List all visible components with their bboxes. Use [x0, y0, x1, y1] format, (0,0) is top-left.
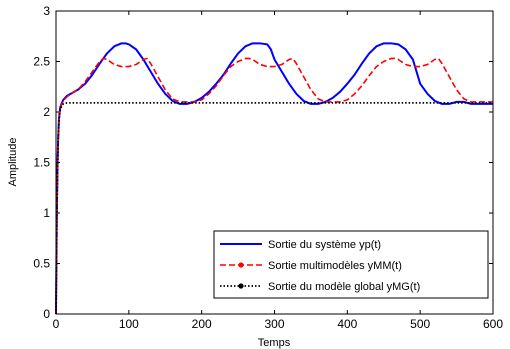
axis-ticks: 0 100 200 300 400 500 600 0 0.5 1 1.5 2 2.5 3: [33, 4, 503, 331]
y-axis-label: Amplitude: [7, 138, 19, 187]
series-line-0: [55, 42, 493, 315]
x-axis-label: Temps: [258, 337, 291, 349]
legend-label: Sortie du système yp(t): [268, 239, 381, 251]
x-tick-label: 300: [264, 317, 284, 331]
y-tick-label: 1.5: [33, 156, 50, 170]
x-tick-label: 0: [53, 317, 60, 331]
legend-marker: [238, 283, 244, 289]
x-tick-label: 400: [337, 317, 357, 331]
y-tick-label: 3: [43, 4, 50, 18]
y-tick-label: 2.5: [33, 55, 50, 69]
x-tick-label: 200: [192, 317, 212, 331]
plot-frame: [55, 10, 494, 315]
legend-label: Sortie multimodèles yMM(t): [268, 260, 402, 272]
legend-marker: [238, 262, 244, 268]
y-tick-label: 1: [43, 206, 50, 220]
series-lines: [55, 42, 493, 315]
legend-label: Sortie du modèle global yMG(t): [268, 281, 420, 293]
x-tick-label: 100: [119, 317, 139, 331]
y-tick-label: 2: [43, 105, 50, 119]
series-line-1: [55, 57, 493, 315]
x-tick-label: 500: [410, 317, 430, 331]
x-tick-label: 600: [483, 317, 503, 331]
y-tick-label: 0.5: [33, 257, 50, 271]
legend: Sortie du système yp(t) Sortie multimodèl…: [213, 230, 489, 299]
y-tick-label: 0: [43, 307, 50, 321]
